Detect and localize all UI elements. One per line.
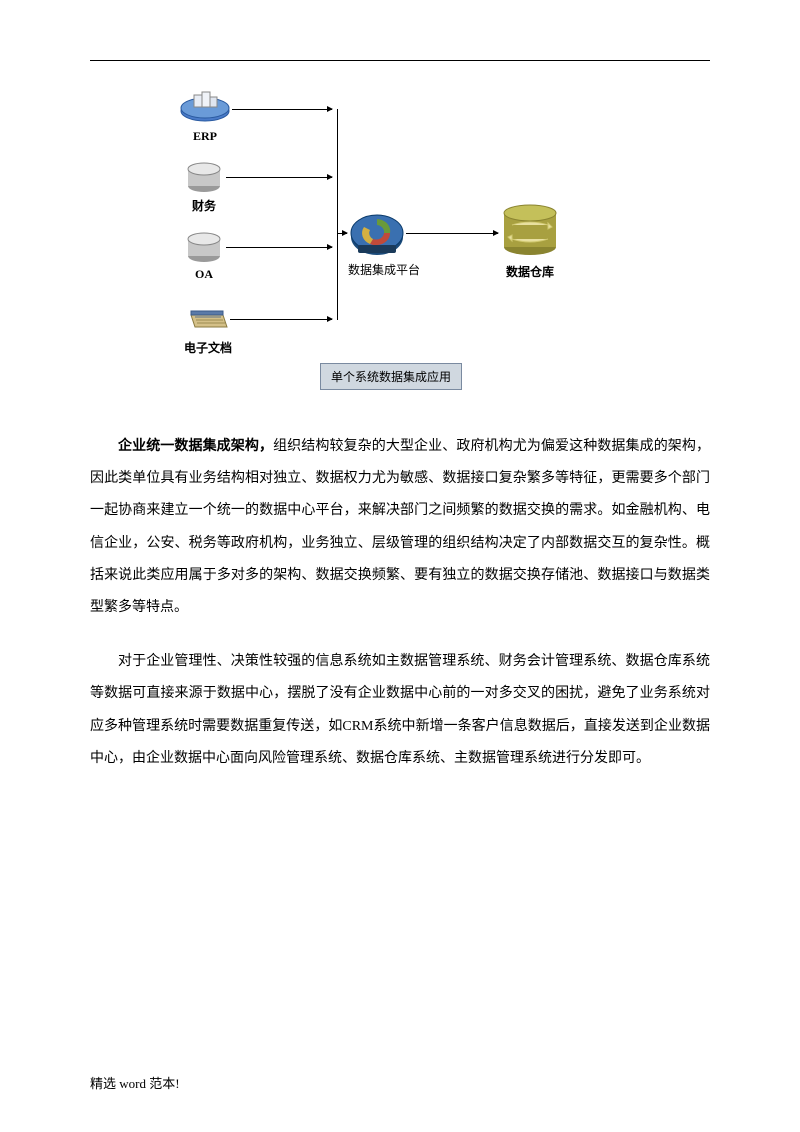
arrow-erp — [232, 109, 332, 110]
node-edoc: 电子文档 — [184, 307, 232, 356]
finance-icon — [186, 161, 222, 193]
node-platform — [350, 209, 404, 259]
top-rule — [90, 60, 710, 61]
diagram-caption: 单个系统数据集成应用 — [320, 363, 462, 390]
node-oa: OA — [186, 231, 222, 282]
platform-icon — [350, 209, 404, 259]
arrow-finance — [226, 177, 332, 178]
paragraph-1: 企业统一数据集成架构，组织结构较复杂的大型企业、政府机构尤为偏爱这种数据集成的架… — [90, 431, 710, 624]
erp-label: ERP — [193, 129, 217, 144]
warehouse-label: 数据仓库 — [506, 263, 554, 280]
arrow-edoc — [230, 319, 332, 320]
architecture-diagram: ERP 财务 OA 电子文档 — [180, 91, 620, 401]
finance-label: 财务 — [192, 197, 216, 214]
oa-label: OA — [195, 267, 213, 282]
node-finance: 财务 — [186, 161, 222, 214]
edoc-icon — [187, 307, 229, 335]
footer-text: 精选 word 范本! — [90, 1073, 180, 1092]
p1-lead: 企业统一数据集成架构， — [118, 439, 273, 454]
warehouse-icon — [502, 203, 558, 257]
node-warehouse: 数据仓库 — [502, 203, 558, 280]
erp-icon — [180, 91, 230, 125]
bus-line — [337, 109, 338, 320]
arrow-bus-platform — [337, 233, 347, 234]
paragraph-2: 对于企业管理性、决策性较强的信息系统如主数据管理系统、财务会计管理系统、数据仓库… — [90, 646, 710, 775]
p1-rest: 组织结构较复杂的大型企业、政府机构尤为偏爱这种数据集成的架构，因此类单位具有业务… — [90, 439, 710, 615]
arrow-platform-warehouse — [406, 233, 498, 234]
arrow-oa — [226, 247, 332, 248]
oa-icon — [186, 231, 222, 263]
node-erp: ERP — [180, 91, 230, 144]
platform-label: 数据集成平台 — [348, 261, 420, 278]
edoc-label: 电子文档 — [184, 339, 232, 356]
